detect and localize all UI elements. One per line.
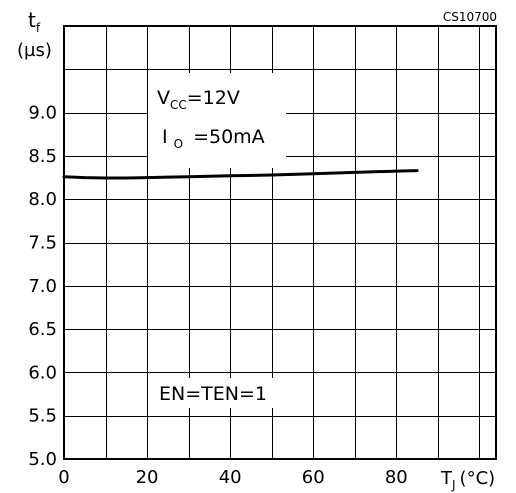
y-tick-label: 8.5 bbox=[28, 146, 57, 167]
vcc-annotation: VCC=12V bbox=[157, 87, 240, 112]
y-tick-label: 8.0 bbox=[28, 189, 57, 210]
annotation-background bbox=[148, 73, 286, 168]
x-tick-label: 60 bbox=[302, 467, 325, 488]
x-tick-labels: 0 20 40 60 80 bbox=[58, 467, 407, 488]
y-tick-labels: 5.0 5.5 6.0 6.5 7.0 7.5 8.0 8.5 9.0 bbox=[28, 103, 57, 470]
y-axis-label: tf bbox=[28, 8, 41, 35]
chart-code: CS10700 bbox=[443, 10, 497, 24]
x-tick-label: 40 bbox=[219, 467, 242, 488]
x-axis-label: TJ (°C) bbox=[440, 468, 495, 492]
y-tick-label: 7.5 bbox=[28, 233, 57, 254]
y-tick-label: 5.5 bbox=[28, 406, 57, 427]
y-tick-label: 9.0 bbox=[28, 103, 57, 124]
io-annotation: I O =50mA bbox=[162, 126, 265, 151]
y-axis-unit: (µs) bbox=[17, 40, 52, 61]
x-tick-label: 20 bbox=[136, 467, 159, 488]
x-tick-label: 0 bbox=[58, 467, 69, 488]
en-annotation: EN=TEN=1 bbox=[159, 383, 267, 405]
y-tick-label: 7.0 bbox=[28, 276, 57, 297]
plot-frame bbox=[63, 25, 497, 460]
y-tick-label: 6.0 bbox=[28, 362, 57, 383]
tf-curve bbox=[62, 169, 419, 180]
en-annotation-background bbox=[152, 378, 282, 408]
x-tick-label: 80 bbox=[385, 467, 408, 488]
y-tick-label: 6.5 bbox=[28, 319, 57, 340]
y-tick-label: 5.0 bbox=[28, 449, 57, 470]
